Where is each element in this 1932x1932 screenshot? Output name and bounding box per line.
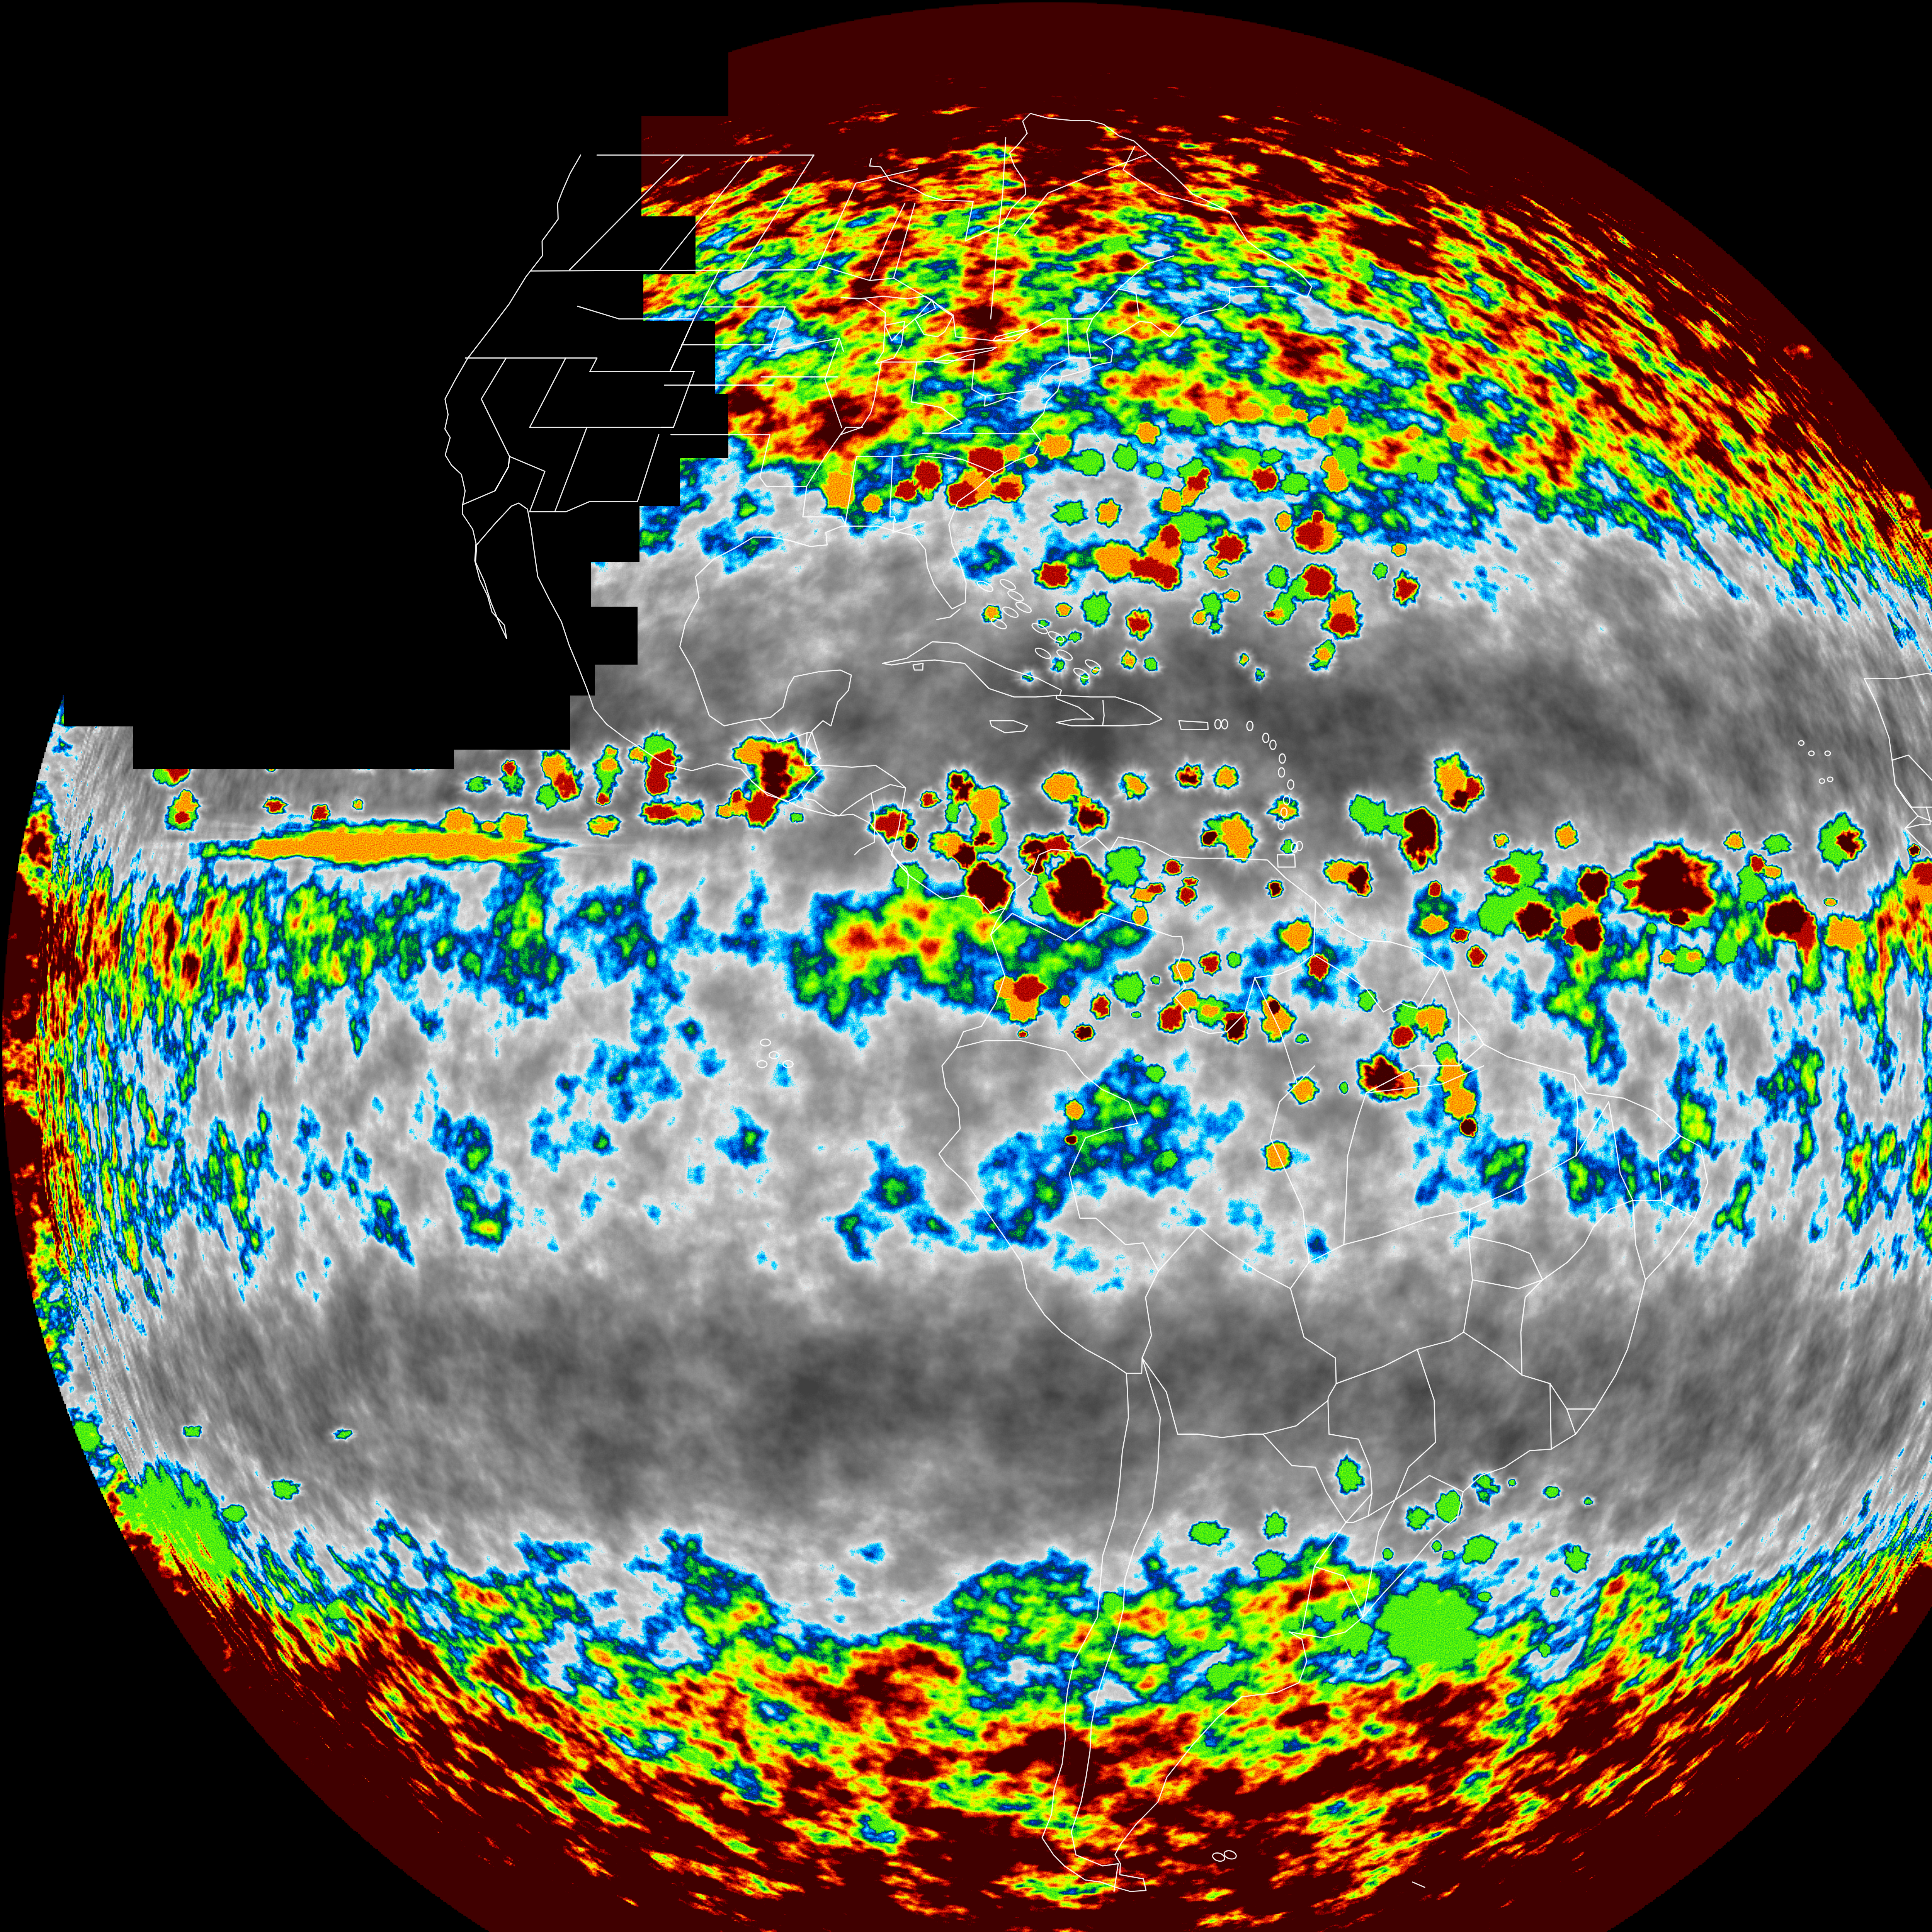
full-disk-infrared-image bbox=[0, 0, 1932, 1932]
satellite-image-viewport: GOES-East geostationary full-disk longwa… bbox=[0, 0, 1932, 1932]
